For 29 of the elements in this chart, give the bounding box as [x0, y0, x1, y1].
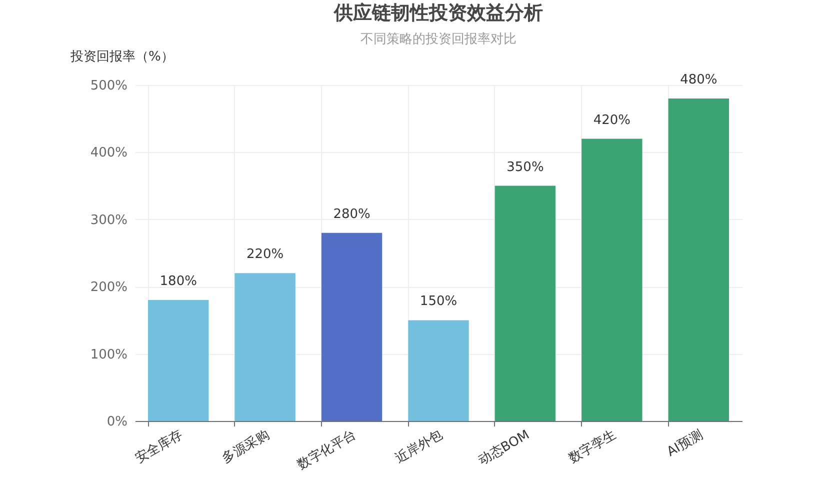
bar — [582, 138, 642, 421]
y-tick-label: 400% — [90, 146, 128, 161]
bar — [668, 98, 729, 421]
bar — [148, 300, 209, 421]
data-label: 480% — [680, 72, 718, 88]
data-label: 180% — [160, 274, 197, 290]
y-tick-label: 200% — [90, 280, 128, 296]
x-tick-label: 安全库存 — [132, 426, 186, 467]
data-label: 420% — [593, 112, 631, 128]
chart-subtitle: 不同策略的投资回报率对比 — [360, 31, 516, 47]
y-tick-label: 100% — [90, 347, 128, 362]
data-label: 280% — [333, 206, 370, 222]
x-tick-label: 多源采购 — [220, 428, 272, 467]
x-tick-label: 近岸外包 — [392, 428, 446, 467]
y-axis-title: 投资回报率（%） — [70, 48, 174, 64]
bar — [408, 320, 469, 421]
chart-title: 供应链韧性投资效益分析 — [333, 2, 543, 24]
data-label: 150% — [420, 294, 458, 310]
x-tick-label: 数字孪生 — [566, 426, 619, 467]
y-tick-label: 0% — [106, 414, 128, 430]
bar — [321, 232, 382, 421]
x-tick-label: AI预测 — [664, 428, 706, 460]
y-tick-label: 500% — [90, 78, 128, 94]
bar — [234, 273, 296, 421]
data-label: 350% — [506, 160, 544, 175]
data-label: 220% — [246, 247, 284, 262]
y-tick-label: 300% — [90, 212, 128, 228]
bar — [494, 186, 556, 421]
x-tick-label: 数字化平台 — [294, 426, 359, 474]
